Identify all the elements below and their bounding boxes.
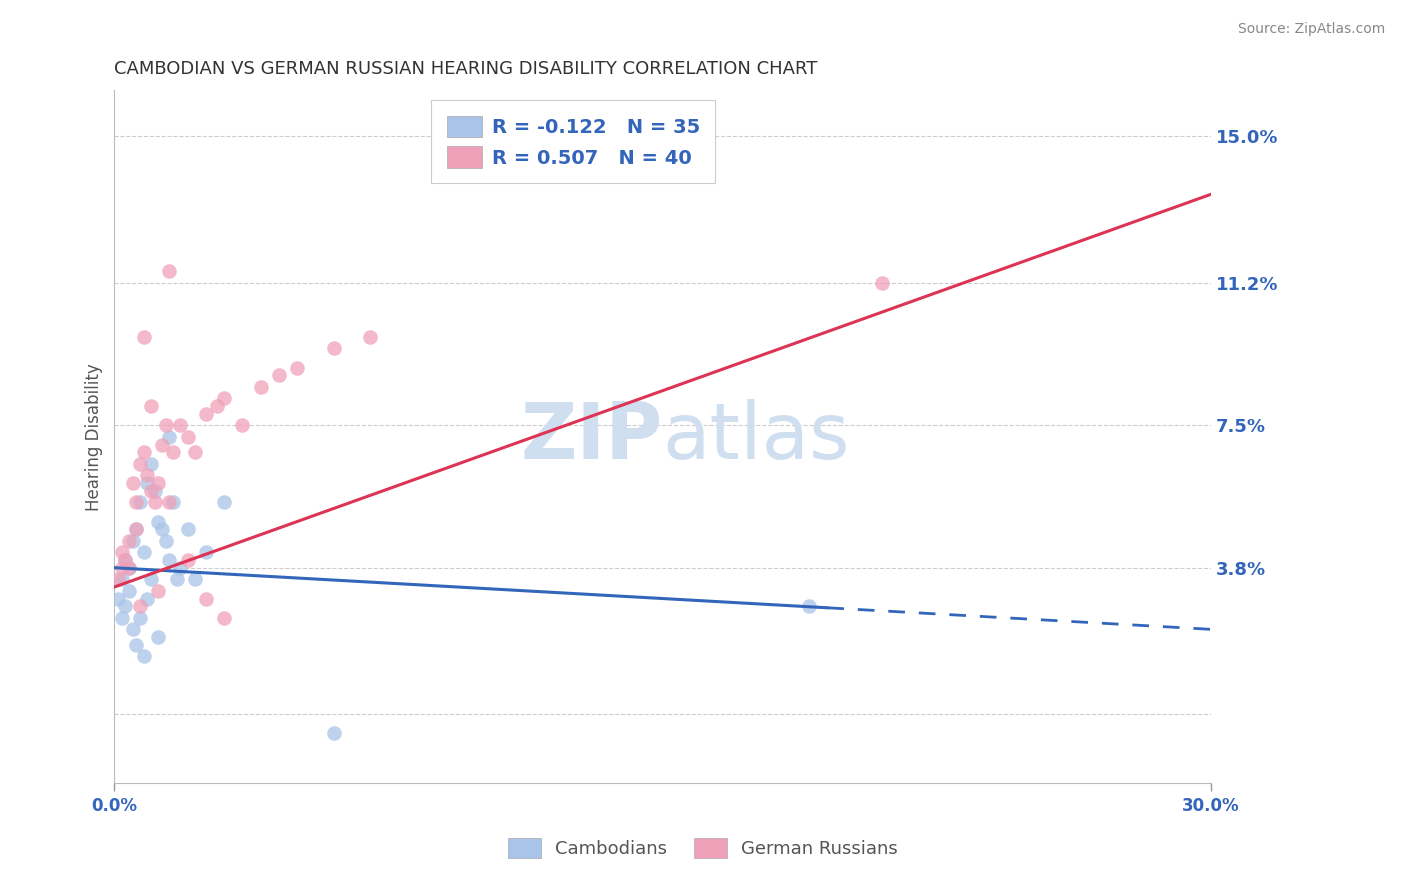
- Point: [150, 437, 173, 451]
- Point: [157, 553, 180, 567]
- Point: [157, 430, 180, 444]
- Text: atlas: atlas: [662, 399, 851, 475]
- Point: [118, 560, 141, 574]
- Y-axis label: Hearing Disability: Hearing Disability: [86, 363, 103, 511]
- Point: [132, 329, 155, 343]
- Legend: R = -0.122   N = 35, R = 0.507   N = 40: R = -0.122 N = 35, R = 0.507 N = 40: [432, 100, 716, 183]
- Point: [111, 545, 134, 559]
- Point: [125, 638, 148, 652]
- Point: [125, 495, 148, 509]
- Point: [184, 572, 207, 586]
- Legend: Cambodians, German Russians: Cambodians, German Russians: [501, 830, 905, 865]
- Point: [136, 591, 159, 606]
- Point: [194, 591, 217, 606]
- Point: [205, 399, 228, 413]
- Point: [125, 522, 148, 536]
- Point: [169, 560, 191, 574]
- Point: [155, 418, 177, 433]
- Point: [132, 649, 155, 664]
- Point: [129, 599, 152, 614]
- Point: [121, 623, 143, 637]
- Point: [212, 495, 235, 509]
- Point: [139, 457, 162, 471]
- Point: [322, 726, 344, 740]
- Point: [139, 483, 162, 498]
- Point: [111, 572, 134, 586]
- Point: [111, 560, 134, 574]
- Point: [166, 572, 188, 586]
- Point: [157, 495, 180, 509]
- Point: [132, 545, 155, 559]
- Point: [212, 611, 235, 625]
- Point: [143, 483, 166, 498]
- Point: [132, 445, 155, 459]
- Point: [148, 515, 170, 529]
- Point: [322, 341, 344, 355]
- Point: [249, 380, 271, 394]
- Point: [139, 399, 162, 413]
- Text: ZIP: ZIP: [520, 399, 662, 475]
- Point: [118, 583, 141, 598]
- Point: [136, 468, 159, 483]
- Point: [231, 418, 253, 433]
- Point: [162, 495, 184, 509]
- Point: [870, 276, 893, 290]
- Point: [143, 495, 166, 509]
- Point: [136, 476, 159, 491]
- Point: [107, 572, 129, 586]
- Point: [176, 430, 198, 444]
- Text: Source: ZipAtlas.com: Source: ZipAtlas.com: [1237, 22, 1385, 37]
- Point: [121, 476, 143, 491]
- Point: [129, 495, 152, 509]
- Point: [162, 445, 184, 459]
- Point: [114, 553, 136, 567]
- Point: [125, 522, 148, 536]
- Point: [285, 360, 308, 375]
- Point: [111, 611, 134, 625]
- Point: [121, 533, 143, 548]
- Point: [176, 522, 198, 536]
- Text: CAMBODIAN VS GERMAN RUSSIAN HEARING DISABILITY CORRELATION CHART: CAMBODIAN VS GERMAN RUSSIAN HEARING DISA…: [114, 60, 818, 78]
- Point: [157, 264, 180, 278]
- Point: [148, 630, 170, 644]
- Point: [155, 533, 177, 548]
- Point: [129, 457, 152, 471]
- Point: [212, 392, 235, 406]
- Point: [139, 572, 162, 586]
- Point: [114, 553, 136, 567]
- Point: [150, 522, 173, 536]
- Point: [118, 560, 141, 574]
- Point: [194, 545, 217, 559]
- Point: [797, 599, 820, 614]
- Point: [184, 445, 207, 459]
- Point: [176, 553, 198, 567]
- Point: [359, 329, 381, 343]
- Point: [129, 611, 152, 625]
- Point: [118, 533, 141, 548]
- Point: [148, 476, 170, 491]
- Point: [148, 583, 170, 598]
- Point: [169, 418, 191, 433]
- Point: [267, 368, 290, 383]
- Point: [194, 407, 217, 421]
- Point: [107, 591, 129, 606]
- Point: [114, 599, 136, 614]
